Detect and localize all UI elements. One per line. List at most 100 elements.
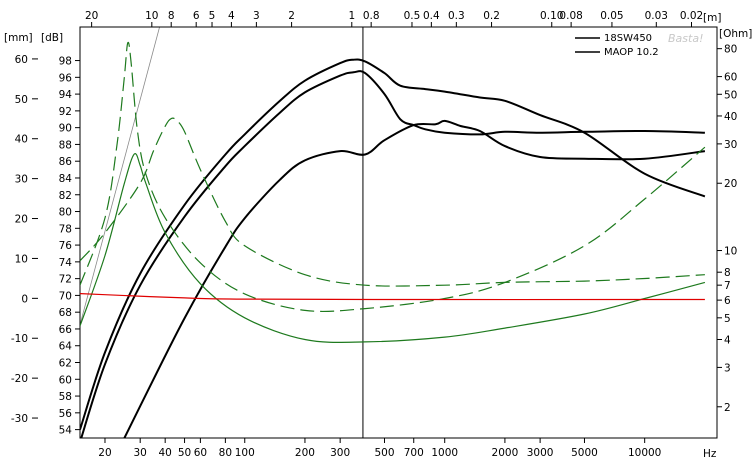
db-tick-label: 92: [59, 106, 72, 118]
ohm-tick-label: 2: [724, 402, 731, 414]
top-tick-label: 8: [168, 10, 175, 22]
x-tick-label: 5000: [571, 447, 598, 459]
ohm-tick-label: 10: [724, 246, 737, 258]
axes: 20 30 40 50 60 80 100 200 300 500 700 1000 2000 3000 5…: [11, 10, 738, 459]
ohm-tick-label: 20: [724, 178, 737, 190]
x-tick-label: 2000: [492, 447, 519, 459]
top-tick-label: 2: [288, 10, 295, 22]
top-tick-label: 0.2: [483, 10, 500, 22]
db-tick-label: 82: [59, 190, 72, 202]
series-impedance-solid: [80, 152, 706, 343]
top-tick-label: 3: [253, 10, 260, 22]
top-tick-label: 0.08: [559, 10, 582, 22]
x-tick-label: 10000: [628, 447, 661, 459]
legend: 18SW450 MAOP 10.2 Basta!: [575, 32, 703, 58]
db-tick-label: 68: [59, 307, 72, 319]
left-unit-mm: [mm]: [4, 32, 33, 44]
db-tick-label: 94: [59, 89, 73, 101]
top-tick-label: 0.4: [423, 10, 440, 22]
x-tick-label: 1000: [431, 447, 458, 459]
legend-label-2: MAOP 10.2: [604, 47, 659, 58]
mm-tick-label: 30: [15, 174, 28, 186]
series-excursion: [80, 293, 705, 301]
db-tick-label: 78: [59, 223, 72, 235]
db-tick-label: 80: [59, 207, 72, 219]
x-tick-label: 50: [178, 447, 191, 459]
db-tick-label: 76: [59, 240, 73, 252]
x-tick-label: 60: [194, 447, 207, 459]
ohm-tick-label: 3: [724, 362, 731, 374]
series-spl-lower: [80, 70, 705, 438]
db-tick-label: 88: [59, 139, 72, 151]
top-tick-label: 4: [228, 10, 235, 22]
x-tick-label: 3000: [527, 447, 554, 459]
mm-tick-label: -20: [11, 373, 28, 385]
x-tick-label: 20: [98, 447, 111, 459]
db-tick-label: 84: [59, 173, 73, 185]
ohm-tick-label: 60: [724, 72, 737, 84]
guide-line: [79, 26, 160, 325]
db-tick-label: 98: [59, 56, 72, 68]
mm-tick-label: -30: [11, 413, 28, 425]
mm-tick-label: 20: [15, 214, 28, 226]
top-tick-label: 0.5: [404, 10, 421, 22]
db-tick-label: 70: [59, 290, 72, 302]
x-tick-label: 500: [374, 447, 394, 459]
db-tick-label: 72: [59, 274, 72, 286]
left-unit-db: [dB]: [41, 32, 63, 44]
ohm-tick-label: 50: [724, 89, 737, 101]
db-tick-label: 90: [59, 123, 72, 135]
top-tick-label: 0.03: [645, 10, 668, 22]
top-tick-label: 20: [85, 10, 98, 22]
ohm-tick-label: 80: [724, 44, 737, 56]
x-tick-label: 300: [330, 447, 350, 459]
mm-tick-label: 0: [21, 293, 28, 305]
top-unit-m: [m]: [703, 12, 721, 24]
series-spl-third: [123, 119, 706, 438]
mm-tick-label: 60: [15, 54, 28, 66]
db-tick-label: 58: [59, 391, 72, 403]
x-tick-label: 40: [158, 447, 171, 459]
x-unit-hz: Hz: [703, 448, 717, 460]
right-unit-ohm: [Ohm]: [719, 28, 752, 40]
x-tick-label: 700: [404, 447, 424, 459]
db-tick-label: 56: [59, 408, 73, 420]
top-tick-label: 0.10: [540, 10, 563, 22]
series-layer: [80, 41, 706, 438]
ohm-tick-label: 5: [724, 313, 731, 325]
db-tick-label: 96: [59, 72, 73, 84]
x-tick-label: 100: [235, 447, 255, 459]
top-tick-label: 0.05: [600, 10, 623, 22]
x-tick-label: 200: [295, 447, 315, 459]
db-tick-label: 66: [59, 324, 73, 336]
series-impedance-dashed-2: [80, 117, 705, 287]
x-tick-label: 30: [134, 447, 147, 459]
ohm-tick-label: 8: [724, 267, 731, 279]
db-tick-label: 86: [59, 156, 73, 168]
grid: [79, 26, 364, 438]
x-tick-label: 80: [219, 447, 232, 459]
plot-frame: [79, 26, 718, 439]
top-tick-label: 5: [209, 10, 216, 22]
ohm-tick-label: 30: [724, 139, 737, 151]
mm-tick-label: 10: [15, 253, 28, 265]
ohm-tick-label: 6: [724, 295, 731, 307]
watermark: Basta!: [668, 32, 703, 45]
db-tick-label: 64: [59, 341, 73, 353]
top-tick-label: 10: [145, 10, 158, 22]
mm-tick-label: 50: [15, 94, 28, 106]
ohm-tick-label: 7: [724, 280, 731, 292]
top-tick-label: 0.02: [680, 10, 703, 22]
legend-label-1: 18SW450: [604, 33, 652, 44]
mm-tick-label: -10: [11, 333, 28, 345]
top-tick-label: 1: [348, 10, 355, 22]
db-tick-label: 60: [59, 374, 72, 386]
ohm-tick-label: 40: [724, 111, 737, 123]
series-spl-upper: [80, 58, 706, 430]
mm-tick-label: 40: [15, 134, 28, 146]
db-tick-label: 54: [59, 425, 73, 437]
top-tick-label: 0.8: [363, 10, 380, 22]
series-impedance-dashed-1: [80, 41, 706, 312]
